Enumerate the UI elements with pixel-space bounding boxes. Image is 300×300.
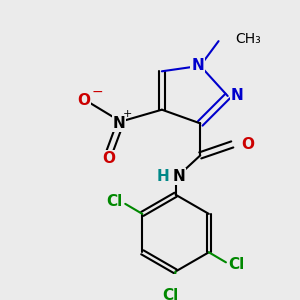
Text: Cl: Cl: [163, 288, 179, 300]
Text: Cl: Cl: [106, 194, 122, 209]
Text: −: −: [91, 84, 103, 98]
Text: O: O: [102, 151, 116, 166]
Text: N: N: [173, 169, 186, 184]
Text: +: +: [122, 109, 132, 119]
Text: Cl: Cl: [229, 257, 245, 272]
Text: O: O: [78, 93, 91, 108]
Text: CH₃: CH₃: [235, 32, 261, 46]
Text: N: N: [112, 116, 125, 131]
Text: N: N: [230, 88, 243, 104]
Text: N: N: [191, 58, 204, 73]
Text: H: H: [156, 169, 169, 184]
Text: O: O: [242, 137, 254, 152]
